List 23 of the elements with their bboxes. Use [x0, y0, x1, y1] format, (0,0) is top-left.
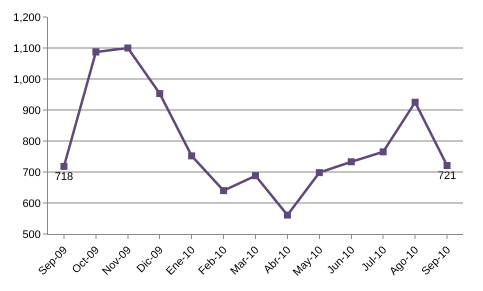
- point: [124, 44, 132, 52]
- point: [92, 48, 100, 56]
- point: [220, 187, 228, 194]
- point: [348, 158, 355, 166]
- point: [444, 162, 451, 169]
- y-tick-label: 1,100: [13, 42, 41, 55]
- data-label: 718: [54, 171, 74, 184]
- point: [316, 169, 323, 176]
- point: [156, 90, 164, 98]
- point: [188, 152, 196, 160]
- point: [252, 172, 259, 180]
- point: [412, 98, 419, 106]
- point: [380, 148, 387, 156]
- data-label: 721: [438, 170, 456, 182]
- y-tick-label: 800: [22, 136, 41, 148]
- y-tick-label: 1,000: [13, 74, 41, 86]
- point: [60, 162, 68, 170]
- y-tick-label: 900: [22, 104, 41, 117]
- y-tick-label: 700: [22, 166, 41, 179]
- y-tick-label: 500: [22, 228, 41, 241]
- y-tick-label: 1,200: [13, 12, 41, 24]
- y-tick-label: 600: [22, 198, 41, 210]
- point: [284, 212, 291, 219]
